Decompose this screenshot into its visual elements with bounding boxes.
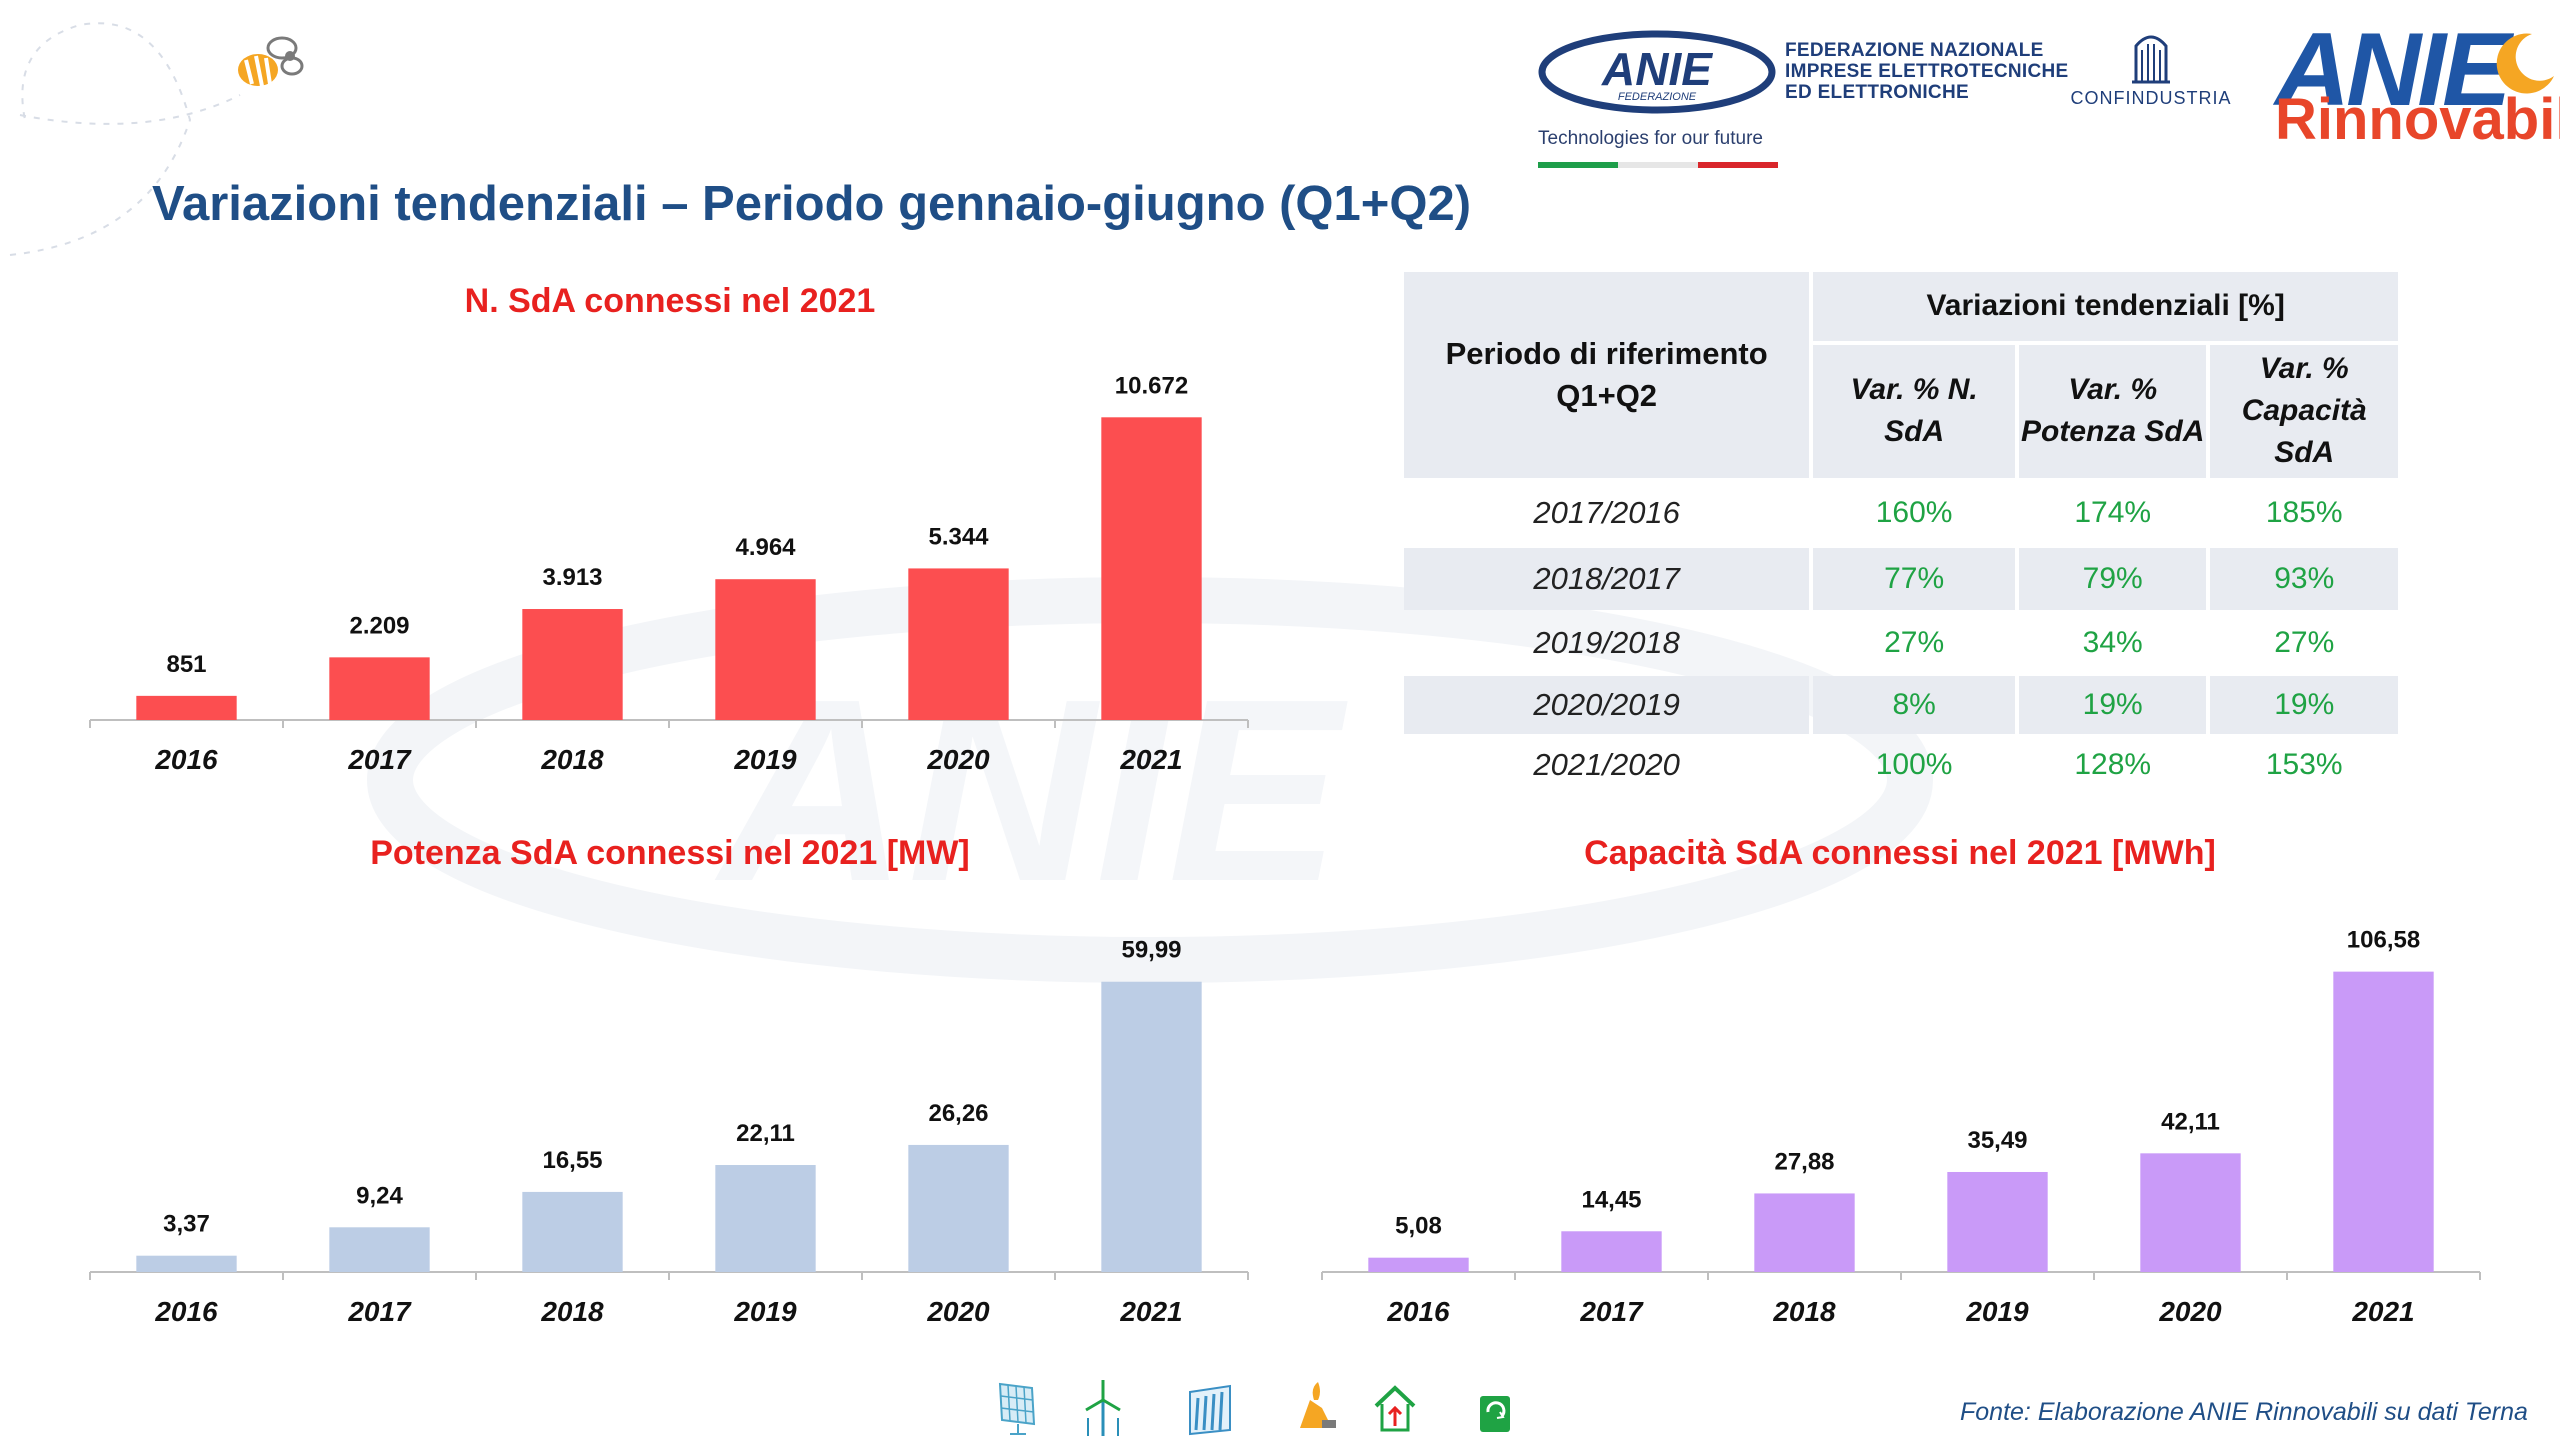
bar-2018: [522, 609, 623, 720]
header-group: Variazioni tendenziali [%]: [1813, 272, 2398, 341]
source-note: Fonte: Elaborazione ANIE Rinnovabili su …: [1960, 1398, 2528, 1426]
row-value: 8%: [1813, 676, 2015, 734]
table-row: 2020/2019 8% 19% 19%: [1404, 676, 2398, 734]
row-value: 174%: [2074, 496, 2152, 529]
row-period: 2020/2019: [1404, 676, 1810, 734]
x-tick-label-2021: 2021: [1119, 744, 1182, 775]
bee-logo: [238, 36, 304, 87]
row-value: 34%: [2082, 626, 2143, 659]
x-tick-label-2020: 2020: [926, 744, 990, 775]
variations-table: Periodo di riferimento Q1+Q2 Variazioni …: [1400, 268, 2402, 796]
row-value: 128%: [2074, 748, 2152, 781]
row-value: 93%: [2210, 548, 2398, 610]
solar-panel-icon: [998, 1382, 1036, 1435]
confindustria-emblem-icon: [2132, 35, 2170, 84]
anie-logo-sub: FEDERAZIONE: [1618, 91, 1697, 103]
federation-name: FEDERAZIONE NAZIONALE IMPRESE ELETTROTEC…: [1785, 40, 2069, 103]
chart-title-capacita: Capacità SdA connessi nel 2021 [MWh]: [1584, 834, 2216, 872]
x-tick-label-2016: 2016: [154, 744, 218, 775]
header-period: Periodo di riferimento Q1+Q2: [1404, 272, 1810, 478]
wind-turbine-icon: [1085, 1380, 1121, 1436]
row-value: 185%: [2265, 496, 2343, 529]
confindustria-logo: CONFINDUSTRIA: [2066, 26, 2236, 116]
data-label-2016: 851: [166, 651, 206, 678]
row-value: 77%: [1813, 548, 2015, 610]
bar-2020: [908, 568, 1009, 720]
row-value: 27%: [2274, 626, 2335, 659]
federation-name-line: IMPRESE ELETTROTECNICHE: [1785, 61, 2069, 82]
chart-title-n-sda: N. SdA connessi nel 2021: [464, 282, 876, 320]
row-value: 100%: [1875, 748, 1953, 781]
anie-federazione-logo: ANIE FEDERAZIONE: [1538, 30, 1776, 114]
flag-white: [1618, 162, 1698, 168]
row-value: 19%: [2210, 676, 2398, 734]
italian-flag-strip: [1538, 162, 1778, 168]
row-period: 2017/2016: [1533, 495, 1680, 530]
table-header-row: Periodo di riferimento Q1+Q2 Variazioni …: [1404, 272, 2398, 478]
bar-2021: [1101, 417, 1202, 720]
page-title: Variazioni tendenziali – Periodo gennaio…: [152, 177, 1472, 231]
table-row: 2017/2016 160% 174% 185%: [1404, 482, 2398, 544]
data-label-2018: 3.913: [542, 564, 602, 591]
home-energy-icon: [1374, 1385, 1416, 1432]
table-row: 2019/2018 27% 34% 27%: [1404, 614, 2398, 672]
header-col-n-sda: Var. % N. SdA: [1813, 344, 2015, 478]
row-value: 160%: [1875, 496, 1953, 529]
table-subheader-row: Var. % N. SdA Var. % Potenza SdA Var. % …: [1404, 344, 2398, 478]
flag-green: [1538, 162, 1618, 168]
bar-2017: [329, 657, 430, 720]
data-label-2017: 2.209: [349, 612, 409, 639]
header-period-label: Periodo di riferimento Q1+Q2: [1445, 336, 1768, 413]
row-period: 2019/2018: [1533, 625, 1680, 660]
header-col-capacita: Var. % Capacità SdA: [2210, 344, 2398, 478]
flag-red: [1698, 162, 1778, 168]
table-row: 2021/2020 100% 128% 153%: [1404, 738, 2398, 792]
federation-name-line: ED ELETTRONICHE: [1785, 82, 1969, 103]
x-tick-label-2017: 2017: [347, 744, 412, 775]
bar-2016: [136, 695, 237, 720]
header-col-label: Var. % Capacità SdA: [2241, 352, 2367, 470]
row-value: 79%: [2018, 548, 2207, 610]
confindustria-text: CONFINDUSTRIA: [2070, 88, 2232, 108]
x-tick-label-2019: 2019: [733, 744, 797, 775]
moon-icon: [2496, 33, 2554, 94]
anie-logo-text: ANIE: [1601, 43, 1713, 95]
recycle-icon: [1480, 1396, 1510, 1432]
data-label-2019: 4.964: [735, 534, 796, 561]
anie-rinnovabili-logo-top: ANIE: [2275, 12, 2511, 128]
data-label-2020: 5.344: [928, 523, 989, 550]
bar-2019: [715, 579, 816, 720]
data-label-2021: 10.672: [1115, 372, 1188, 399]
header-col-label: Var. % N. SdA: [1850, 373, 1978, 449]
svg-text:ANIE: ANIE: [712, 646, 1351, 936]
header-col-potenza: Var. % Potenza SdA: [2018, 344, 2207, 478]
row-value: 153%: [2265, 748, 2343, 781]
row-period: 2018/2017: [1404, 548, 1810, 610]
header-col-label: Var. % Potenza SdA: [2021, 373, 2205, 449]
geothermal-icon: [1300, 1382, 1336, 1428]
row-period: 2021/2020: [1533, 747, 1680, 782]
federation-name-line: FEDERAZIONE NAZIONALE: [1785, 40, 2044, 61]
anie-rinnovabili-logo-bottom: Rinnovabili: [2275, 87, 2560, 152]
table-row: 2018/2017 77% 79% 93%: [1404, 548, 2398, 610]
anie-tagline: Technologies for our future: [1538, 128, 1763, 149]
hydro-icon: [1189, 1384, 1231, 1436]
x-tick-label-2018: 2018: [540, 744, 604, 775]
row-value: 19%: [2018, 676, 2207, 734]
chart-title-potenza: Potenza SdA connessi nel 2021 [MW]: [370, 834, 970, 872]
row-value: 27%: [1884, 626, 1945, 659]
